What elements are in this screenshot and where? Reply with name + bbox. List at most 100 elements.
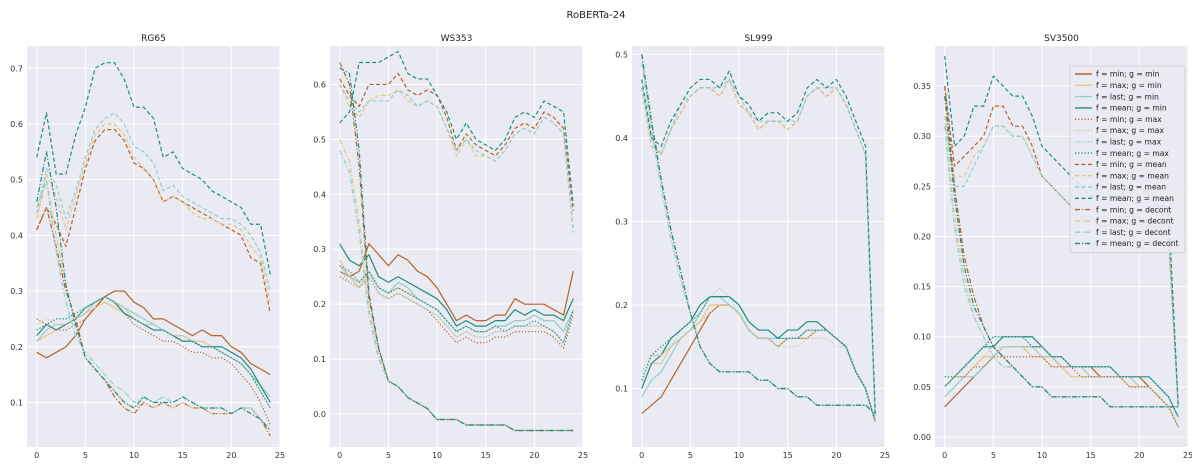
panel-title: SV3500	[1044, 34, 1079, 44]
x-tick-label: 0	[34, 451, 39, 460]
series-line	[641, 70, 876, 414]
legend-label: f = mean; g = mean	[1096, 194, 1174, 203]
y-tick-label: 0.30	[913, 132, 931, 141]
series-line	[36, 296, 271, 425]
x-tick-label: 15	[1086, 451, 1096, 460]
x-tick-label: 0	[942, 451, 947, 460]
series-line	[36, 296, 271, 409]
legend-label: f = last; g = max	[1096, 138, 1162, 147]
legend-label: f = mean; g = decont	[1096, 239, 1179, 248]
panel-title: SL999	[745, 34, 773, 44]
series-group	[641, 54, 876, 423]
legend-item: f = last; g = decont	[1075, 228, 1171, 237]
y-tick-label: 0.6	[313, 80, 326, 89]
y-tick-label: 0.15	[913, 283, 931, 292]
series-line	[36, 123, 271, 303]
legend-label: f = mean; g = max	[1096, 149, 1169, 158]
y-tick-label: 0.4	[313, 190, 326, 199]
y-tick-label: 0.3	[10, 287, 23, 296]
series-line	[36, 151, 271, 431]
y-tick-label: 0.0	[313, 410, 326, 419]
series-line	[339, 67, 574, 432]
series-line	[944, 96, 1179, 408]
legend-item: f = last; g = max	[1075, 138, 1162, 147]
figure-title: RoBERTa-24	[567, 10, 626, 21]
series-line	[339, 243, 574, 327]
panel-ws353: WS353 0.0 0.1 0.2 0.3 0.4 0.5 0.6 0 5 10 15 20 25	[313, 34, 588, 460]
series-line	[339, 50, 574, 206]
legend-item: f = mean; g = decont	[1075, 239, 1179, 248]
series-line	[339, 270, 574, 344]
legend-item: f = last; g = min	[1075, 92, 1159, 101]
x-tick-label: 20	[831, 451, 841, 460]
y-tick-label: 0.4	[10, 231, 23, 240]
legend-item: f = max; g = min	[1075, 81, 1162, 90]
x-tick-label: 10	[129, 451, 139, 460]
y-tick-label: 0.1	[10, 398, 23, 407]
series-line	[339, 243, 574, 322]
x-tick-label: 15	[481, 451, 491, 460]
series-line	[36, 296, 271, 409]
legend-label: f = last; g = mean	[1096, 183, 1166, 192]
series-line	[36, 62, 271, 275]
x-tick-label: 0	[639, 451, 644, 460]
panel-title: RG65	[141, 34, 166, 44]
legend-item: f = last; g = mean	[1075, 183, 1166, 192]
x-tick-label: 25	[275, 451, 285, 460]
panel-rg65: RG65 0.1 0.2 0.3 0.4 0.5 0.6 0.7 0 5 10 15 20 25	[10, 34, 285, 460]
x-tick-label: 10	[1037, 451, 1047, 460]
series-group	[339, 50, 574, 432]
series-line	[339, 84, 574, 233]
x-tick-label: 25	[578, 451, 588, 460]
series-line	[36, 296, 271, 409]
y-tick-label: 0.5	[10, 176, 23, 185]
y-tick-label: 0.1	[313, 355, 326, 364]
x-tick-label: 5	[991, 451, 996, 460]
y-tick-label: 0.10	[913, 333, 931, 342]
series-line	[339, 265, 574, 333]
legend-label: f = min; g = decont	[1096, 205, 1171, 214]
x-tick-label: 10	[734, 451, 744, 460]
x-tick-label: 25	[880, 451, 890, 460]
x-tick-label: 0	[337, 451, 342, 460]
legend-label: f = max; g = decont	[1096, 217, 1174, 226]
y-tick-label: 0.6	[10, 120, 23, 129]
legend-item: f = min; g = max	[1075, 115, 1162, 124]
y-tick-label: 0.35	[913, 82, 931, 91]
y-tick-label: 0.20	[913, 232, 931, 241]
x-tick-label: 20	[1134, 451, 1144, 460]
y-tick-label: 0.1	[615, 385, 628, 394]
legend-item: f = min; g = mean	[1075, 160, 1167, 169]
x-tick-label: 5	[83, 451, 88, 460]
x-tick-label: 5	[688, 451, 693, 460]
x-tick-label: 20	[226, 451, 236, 460]
y-tick-label: 0.05	[913, 383, 931, 392]
legend-item: f = max; g = mean	[1075, 171, 1169, 180]
legend-box	[1069, 65, 1186, 254]
x-tick-label: 20	[529, 451, 539, 460]
legend-label: f = min; g = max	[1096, 115, 1162, 124]
x-tick-label: 15	[178, 451, 188, 460]
x-tick-label: 10	[432, 451, 442, 460]
y-tick-label: 0.4	[615, 134, 628, 143]
legend-item: f = max; g = decont	[1075, 217, 1174, 226]
plot-area	[330, 46, 583, 447]
legend-item: f = max; g = max	[1075, 126, 1164, 135]
series-line	[944, 336, 1179, 418]
legend-item: f = min; g = decont	[1075, 205, 1171, 214]
y-tick-label: 0.25	[913, 182, 931, 191]
y-tick-label: 0.3	[615, 217, 628, 226]
legend-label: f = last; g = min	[1096, 92, 1159, 101]
legend-label: f = mean; g = min	[1096, 104, 1167, 113]
panel-title: WS353	[441, 34, 473, 44]
plot-area	[27, 46, 280, 447]
legend: f = min; g = min f = max; g = min f = last…	[1069, 65, 1186, 254]
x-tick-label: 15	[783, 451, 793, 460]
legend-item: f = mean; g = max	[1075, 149, 1169, 158]
legend-label: f = max; g = max	[1096, 126, 1164, 135]
legend-label: f = max; g = mean	[1096, 171, 1169, 180]
panel-sl999: SL999 0.1 0.2 0.3 0.4 0.5 0 5 10 15 20 25	[615, 34, 890, 460]
legend-label: f = max; g = min	[1096, 81, 1162, 90]
y-tick-label: 0.00	[913, 433, 931, 442]
